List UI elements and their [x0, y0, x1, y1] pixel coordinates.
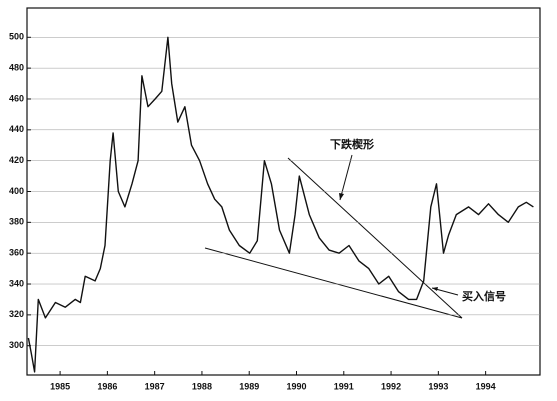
y-tick-label: 420	[9, 155, 24, 165]
price-line	[27, 36, 534, 373]
x-tick-label: 1986	[97, 381, 117, 391]
y-tick-label: 460	[9, 93, 24, 103]
annotation: 买入信号	[462, 289, 506, 303]
x-tick-label: 1993	[428, 381, 448, 391]
y-tick-label: 360	[9, 248, 24, 258]
wedge-upper-line	[287, 157, 463, 319]
y-tick-label: 440	[9, 124, 24, 134]
wedge-arrow	[339, 154, 353, 201]
x-tick-label: 1989	[239, 381, 259, 391]
y-tick-label: 380	[9, 217, 24, 227]
y-tick-label: 300	[9, 340, 24, 350]
signal-arrow-head	[432, 287, 438, 291]
x-tick-label: 1988	[192, 381, 212, 391]
x-tick-label: 1991	[334, 381, 354, 391]
annotation: 下跌楔形	[330, 137, 374, 151]
y-tick-label: 500	[9, 32, 24, 42]
y-tick-label: 400	[9, 186, 24, 196]
y-tick-label: 340	[9, 278, 24, 288]
y-tick-label: 480	[9, 63, 24, 73]
x-tick-label: 1992	[381, 381, 401, 391]
x-tick-label: 1987	[145, 381, 165, 391]
x-tick-label: 1990	[286, 381, 306, 391]
y-tick-label: 320	[9, 309, 24, 319]
x-tick-label: 1985	[50, 381, 70, 391]
wedge-lower-line	[204, 247, 463, 319]
x-tick-label: 1994	[476, 381, 496, 391]
wedge-arrow-head	[339, 193, 344, 200]
